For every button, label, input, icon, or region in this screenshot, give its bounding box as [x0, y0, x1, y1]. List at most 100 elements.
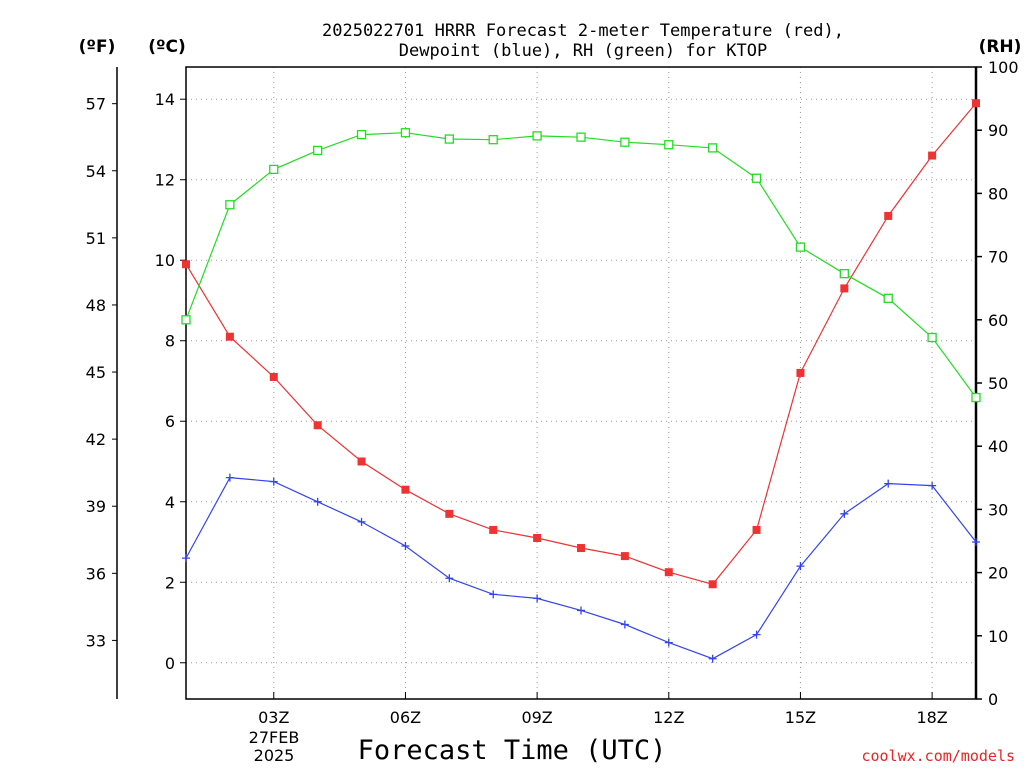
dewpoint-point [533, 594, 542, 603]
x-tick-label: 06Z [390, 708, 421, 727]
celsius-unit-label: (ºC) [148, 37, 186, 57]
rh-point [400, 128, 411, 138]
celsius-tick-label: 12 [155, 171, 175, 190]
temperature-point [884, 211, 893, 220]
dewpoint-point [620, 620, 629, 629]
rh-tick-label: 40 [988, 437, 1008, 456]
rh-point [225, 200, 235, 210]
temperature-point [225, 332, 234, 341]
temperature-point [533, 533, 542, 542]
celsius-tick-label: 4 [165, 493, 175, 512]
x-tick-label: 09Z [521, 708, 552, 727]
celsius-tick-label: 2 [165, 573, 175, 592]
fahrenheit-tick-label: 42 [86, 430, 106, 449]
rh-point [356, 129, 367, 140]
dewpoint-point [840, 509, 849, 518]
rh-point [795, 242, 806, 252]
rh-point [488, 135, 498, 145]
temperature-point [840, 284, 849, 293]
temperature-point [752, 525, 761, 534]
rh-point [313, 145, 323, 156]
fahrenheit-tick-label: 57 [86, 95, 106, 114]
fahrenheit-tick-label: 36 [86, 564, 106, 583]
rh-tick-label: 50 [988, 374, 1008, 393]
rh-point [576, 132, 586, 142]
temperature-point [401, 485, 410, 494]
rh-tick-label: 0 [988, 690, 998, 709]
fahrenheit-tick-label: 51 [86, 229, 106, 248]
rh-tick-label: 70 [988, 248, 1008, 267]
dewpoint-point [357, 517, 366, 526]
temperature-series [182, 99, 980, 589]
rh-point [971, 392, 981, 403]
rh-tick-label: 20 [988, 564, 1008, 583]
rh-point [620, 137, 630, 147]
temperature-point [489, 525, 498, 534]
axis-ticks: 0 2 4 6 8 10 12 14 03Z 06Z 09Z 12Z 15Z 18Z 33 36 39 42 45 4… [86, 58, 1019, 727]
rh-tick-label: 90 [988, 121, 1008, 140]
dewpoint-series [182, 473, 980, 663]
temperature-point [313, 421, 322, 430]
temperature-point [928, 151, 937, 160]
fahrenheit-tick-label: 54 [86, 162, 106, 181]
celsius-tick-label: 14 [155, 90, 175, 109]
rh-tick-label: 10 [988, 627, 1008, 646]
rh-tick-label: 30 [988, 500, 1008, 519]
dewpoint-point [313, 497, 322, 506]
x-axis-label: Forecast Time (UTC) [358, 735, 667, 766]
temperature-point [577, 544, 585, 553]
x-tick-label: 03Z [258, 708, 289, 727]
dewpoint-point [225, 473, 234, 482]
dewpoint-point [664, 638, 673, 647]
fahrenheit-tick-label: 45 [86, 363, 106, 382]
rh-point [664, 140, 674, 150]
fahrenheit-tick-label: 48 [86, 296, 106, 315]
rh-tick-label: 100 [988, 58, 1019, 77]
rh-point [444, 134, 454, 144]
dewpoint-point [182, 554, 190, 563]
fahrenheit-unit-label: (ºF) [79, 37, 116, 57]
rh-point [751, 173, 762, 183]
source-credit: coolwx.com/models [861, 747, 1015, 765]
dewpoint-point [577, 606, 585, 615]
chart-title-line-1: 2025022701 HRRR Forecast 2-meter Tempera… [322, 21, 844, 41]
dewpoint-point [928, 481, 937, 490]
rh-point [927, 332, 937, 343]
rh-point [532, 131, 542, 141]
fahrenheit-tick-label: 39 [86, 497, 106, 516]
x-tick-label: 15Z [785, 708, 816, 727]
temperature-point [620, 552, 629, 561]
dewpoint-point [796, 562, 805, 571]
rh-point [883, 293, 893, 303]
x-tick-label: 18Z [916, 708, 947, 727]
temperature-point [182, 260, 190, 269]
temperature-point [357, 457, 366, 466]
dewpoint-point [401, 542, 410, 551]
x-tick-label: 12Z [653, 708, 684, 727]
rh-tick-label: 80 [988, 184, 1008, 203]
rh-point [269, 164, 279, 175]
temperature-point [708, 580, 717, 589]
rh-series [181, 128, 981, 403]
celsius-tick-label: 8 [165, 332, 175, 351]
grid-lines [186, 67, 976, 699]
chart-title-line-2: Dewpoint (blue), RH (green) for KTOP [399, 41, 767, 61]
date-label-day: 27FEB [249, 728, 300, 747]
temperature-point [445, 509, 454, 518]
dewpoint-point [972, 538, 980, 547]
dewpoint-point [445, 574, 454, 583]
fahrenheit-tick-label: 33 [86, 631, 106, 650]
dewpoint-point [708, 654, 717, 663]
celsius-tick-label: 0 [165, 654, 175, 673]
date-label-year: 2025 [254, 746, 295, 765]
temperature-point [664, 568, 673, 577]
temperature-point [796, 368, 805, 377]
rh-point [181, 315, 191, 325]
celsius-tick-label: 10 [155, 251, 175, 270]
rh-point [708, 143, 718, 153]
rh-tick-label: 60 [988, 311, 1008, 330]
rh-unit-label: (RH) [979, 37, 1022, 57]
dewpoint-point [884, 479, 893, 488]
